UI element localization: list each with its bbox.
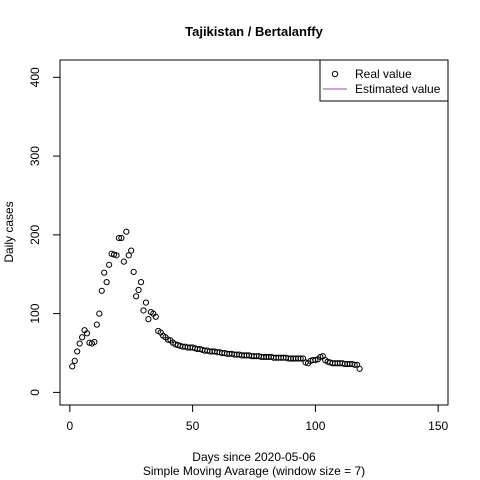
data-point [69, 363, 76, 370]
data-point [98, 287, 105, 294]
data-point [128, 247, 135, 254]
x-axis: 0 50 100 150 [66, 404, 449, 433]
legend-estimated-label: Estimated value [355, 82, 441, 96]
chart-title: Tajikistan / Bertalanffy [185, 24, 324, 39]
data-point [140, 307, 147, 314]
x-tick-label: 0 [66, 419, 73, 433]
data-point [93, 321, 100, 328]
data-point [152, 313, 159, 320]
legend-real-marker [331, 70, 339, 78]
data-point [120, 258, 127, 265]
x-tick-label: 100 [305, 419, 325, 433]
legend-box [319, 59, 449, 102]
y-axis-label: Daily cases [2, 201, 16, 262]
data-point [79, 334, 86, 341]
data-point [96, 310, 103, 317]
data-point [103, 279, 110, 286]
x-axis-sublabel: Simple Moving Avarage (window size = 7) [143, 464, 365, 478]
data-point [113, 252, 120, 259]
legend: Real value Estimated value [319, 59, 449, 102]
data-point [118, 234, 125, 242]
data-point [115, 234, 123, 242]
y-tick-label: 200 [28, 225, 42, 245]
data-point [130, 268, 137, 275]
data-point [123, 228, 130, 235]
data-point [356, 365, 363, 372]
y-tick-label: 400 [28, 67, 42, 87]
data-point [297, 355, 304, 362]
y-tick-label: 300 [28, 146, 42, 166]
x-tick-label: 150 [428, 419, 448, 433]
data-point [106, 261, 113, 268]
data-point [351, 361, 358, 368]
data-point [135, 286, 142, 294]
y-tick-label: 100 [28, 303, 42, 323]
data-point [142, 299, 150, 306]
data-point [145, 316, 152, 323]
data-point [91, 338, 98, 346]
data-point [133, 293, 140, 300]
legend-real-label: Real value [355, 67, 412, 81]
data-point [137, 279, 145, 286]
data-point [125, 252, 132, 259]
data-point [71, 357, 78, 364]
y-axis: 0 100 200 300 400 [28, 67, 61, 396]
data-point [74, 348, 81, 355]
y-tick-label: 0 [28, 389, 42, 396]
x-axis-label: Days since 2020-05-06 [192, 450, 316, 464]
x-tick-label: 50 [186, 419, 200, 433]
data-point [101, 269, 108, 276]
data-points [69, 228, 363, 372]
data-point [76, 340, 83, 347]
data-point [83, 330, 91, 337]
